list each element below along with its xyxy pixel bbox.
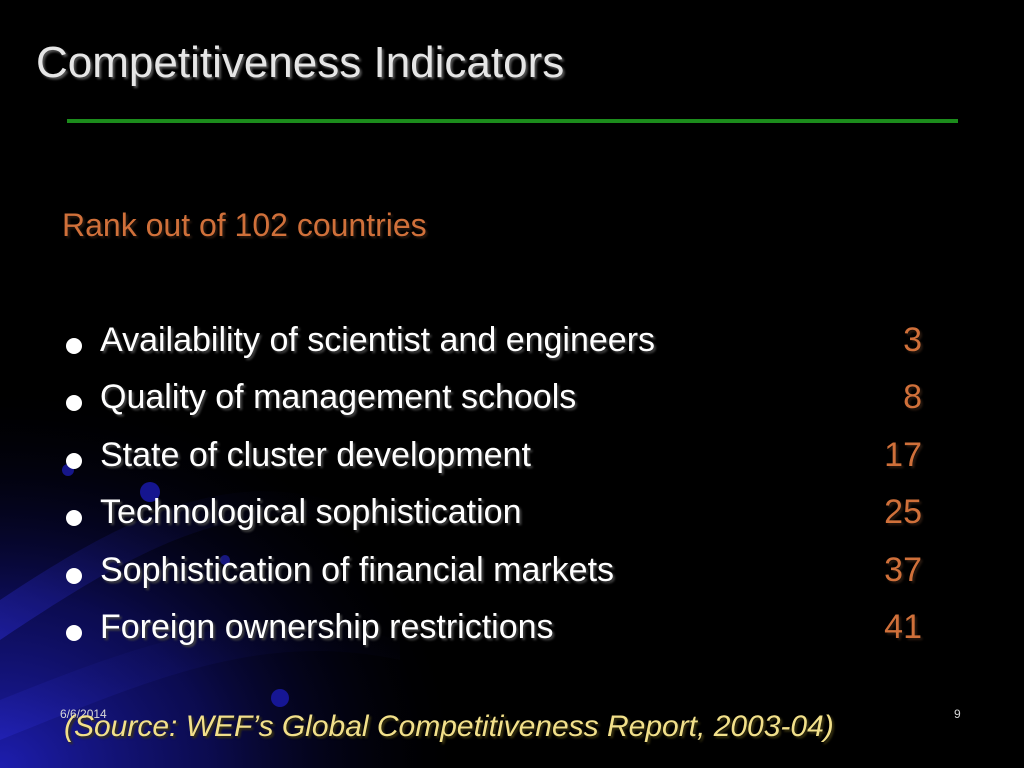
indicator-rank: 37 [884, 550, 922, 589]
bullet-dot-icon [66, 567, 82, 584]
slide-title: Competitiveness Indicators [36, 38, 565, 87]
source-citation: (Source: WEF’s Global Competitiveness Re… [64, 710, 834, 743]
indicator-item: State of cluster development 17 [62, 432, 962, 489]
indicator-rank: 41 [884, 607, 922, 646]
indicator-item: Foreign ownership restrictions 41 [62, 604, 962, 661]
footer-date: 6/6/2014 [60, 707, 107, 721]
indicator-rank: 8 [903, 378, 922, 417]
indicator-label: Quality of management schools [100, 378, 577, 417]
indicator-item: Sophistication of financial markets 37 [62, 547, 962, 604]
indicator-list: Availability of scientist and engineers … [62, 317, 962, 661]
indicator-item: Quality of management schools 8 [62, 374, 962, 431]
bullet-dot-icon [66, 338, 82, 354]
indicator-label: Availability of scientist and engineers [100, 321, 656, 359]
bullet-dot-icon [66, 452, 82, 469]
page-number: 9 [954, 707, 961, 721]
indicator-rank: 17 [884, 435, 922, 474]
bullet-dot-icon [66, 624, 82, 641]
indicator-label: Technological sophistication [100, 493, 522, 532]
bullet-dot-icon [66, 395, 82, 412]
bullet-dot-icon [66, 510, 82, 527]
title-divider [67, 119, 958, 123]
indicator-rank: 25 [884, 493, 922, 532]
indicator-item: Availability of scientist and engineers … [62, 317, 962, 374]
indicator-rank: 3 [903, 321, 922, 359]
slide-subtitle: Rank out of 102 countries [62, 207, 427, 243]
indicator-label: State of cluster development [100, 435, 531, 474]
indicator-label: Sophistication of financial markets [100, 550, 615, 589]
indicator-label: Foreign ownership restrictions [100, 607, 554, 646]
indicator-item: Technological sophistication 25 [62, 489, 962, 546]
